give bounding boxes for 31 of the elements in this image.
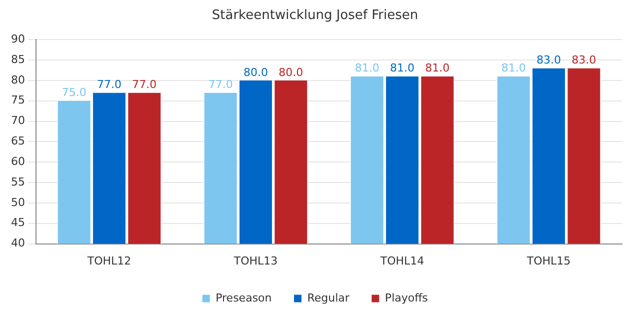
data-label: 83.0	[536, 54, 561, 67]
data-label: 80.0	[244, 66, 268, 79]
y-tick-label: 40	[10, 236, 25, 250]
x-tick-label: TOHL14	[379, 254, 424, 268]
legend-label: Preseason	[216, 291, 272, 304]
x-tick-label: TOHL12	[86, 254, 132, 268]
y-tick-label: 55	[10, 175, 25, 188]
data-label: 75.0	[62, 86, 86, 100]
legend-label: Regular	[307, 291, 350, 304]
data-label: 81.0	[354, 62, 380, 75]
y-tick-label: 60	[10, 154, 25, 168]
chart-title: Stärkeentwicklung Josef Friesen	[212, 8, 418, 24]
data-label: 77.0	[208, 78, 233, 92]
data-label: 77.0	[96, 78, 122, 92]
data-label: 81.0	[390, 62, 414, 75]
y-tick-label: 65	[10, 134, 25, 148]
data-label: 77.0	[132, 78, 157, 92]
y-tick-label: 80	[10, 73, 25, 86]
data-label: 83.0	[572, 54, 596, 67]
y-tick-label: 90	[10, 32, 25, 46]
y-tick-label: 85	[10, 52, 25, 66]
y-tick-label: 50	[10, 196, 25, 209]
data-label: 80.0	[278, 66, 304, 79]
x-tick-label: TOHL15	[526, 254, 571, 268]
y-tick-label: 70	[10, 114, 25, 128]
y-tick-label: 45	[10, 216, 25, 230]
legend-label: Playoffs	[384, 291, 428, 304]
data-label: 81.0	[425, 62, 450, 75]
y-tick-label: 75	[10, 94, 25, 107]
x-tick-label: TOHL13	[232, 254, 278, 268]
data-label: 81.0	[501, 62, 526, 75]
